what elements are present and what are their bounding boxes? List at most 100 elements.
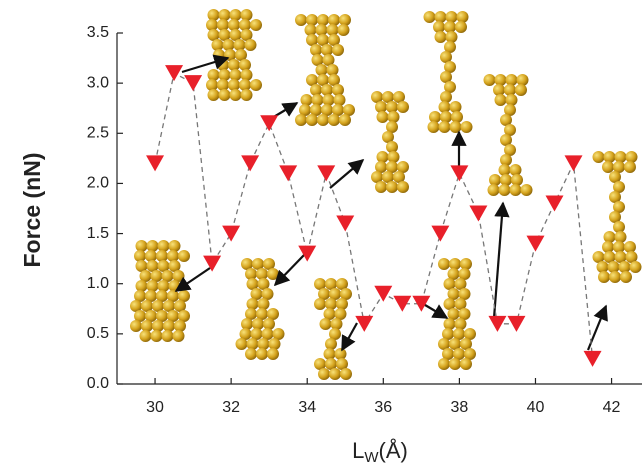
atom xyxy=(245,39,257,51)
atom xyxy=(397,181,409,193)
atom xyxy=(488,184,500,196)
atom xyxy=(306,114,318,126)
atom xyxy=(450,121,462,133)
atom xyxy=(593,151,605,163)
arrow xyxy=(494,203,503,318)
atom xyxy=(328,114,340,126)
atom xyxy=(320,318,332,330)
atom xyxy=(151,330,163,342)
atom xyxy=(236,338,248,350)
atom xyxy=(397,101,409,113)
x-tick-label: 30 xyxy=(146,399,164,416)
atom xyxy=(449,358,461,370)
atom xyxy=(230,89,242,101)
y-tick-label: 0.0 xyxy=(87,375,109,392)
atom xyxy=(386,181,398,193)
x-axis-title: LW(Å) xyxy=(352,438,408,466)
y-axis-title: Force (nN) xyxy=(19,153,45,268)
atom xyxy=(515,84,527,96)
atom xyxy=(267,268,279,280)
marker xyxy=(469,206,487,222)
marker xyxy=(317,165,335,181)
atom xyxy=(340,368,352,380)
atom xyxy=(256,348,268,360)
marker xyxy=(431,226,449,242)
x-title-sub: W xyxy=(364,449,379,466)
atom xyxy=(495,94,507,106)
atom xyxy=(219,89,231,101)
marker xyxy=(584,351,602,367)
y-tick-label: 1.0 xyxy=(87,275,109,292)
series-line xyxy=(155,73,593,359)
y-tick-label: 2.0 xyxy=(87,175,109,192)
atom xyxy=(245,348,257,360)
chart: Force (nN) LW(Å) 0.0 0.5 1.0 1.5 2.0 2.5 3.0 3.… xyxy=(0,0,642,472)
atom xyxy=(598,271,610,283)
atom xyxy=(267,348,279,360)
y-tick-label: 2.5 xyxy=(87,125,109,142)
atom xyxy=(329,368,341,380)
marker xyxy=(450,165,468,181)
marker xyxy=(146,155,164,171)
atom xyxy=(375,181,387,193)
atom xyxy=(521,184,533,196)
atom xyxy=(130,320,142,332)
atom xyxy=(510,184,522,196)
atom xyxy=(620,271,632,283)
marker xyxy=(488,316,506,332)
y-tick-label: 1.5 xyxy=(87,225,109,242)
marker xyxy=(526,236,544,252)
atom xyxy=(460,358,472,370)
marker xyxy=(260,115,278,131)
atom xyxy=(332,44,344,56)
atom xyxy=(455,21,467,33)
marker xyxy=(165,65,183,81)
arrow xyxy=(275,254,305,285)
atom xyxy=(461,121,473,133)
atom xyxy=(173,330,185,342)
atom xyxy=(377,111,389,123)
marker xyxy=(507,316,525,332)
atom xyxy=(624,161,636,173)
atom xyxy=(295,114,307,126)
marker xyxy=(565,155,583,171)
atom xyxy=(178,250,190,262)
atom xyxy=(208,89,220,101)
x-title-main: L xyxy=(352,438,364,463)
atom xyxy=(499,184,511,196)
arrow xyxy=(342,323,357,350)
x-tick-label: 36 xyxy=(374,399,392,416)
atom xyxy=(295,14,307,26)
arrow xyxy=(330,160,363,188)
atom xyxy=(428,121,440,133)
atom xyxy=(435,31,447,43)
atom xyxy=(250,79,262,91)
atom xyxy=(250,19,262,31)
x-tick-label: 42 xyxy=(603,399,621,416)
marker xyxy=(336,216,354,232)
atom xyxy=(484,74,496,86)
atom xyxy=(630,261,642,273)
marker xyxy=(203,256,221,272)
atom xyxy=(314,298,326,310)
atom xyxy=(338,24,350,36)
atom xyxy=(162,330,174,342)
x-tick-label: 34 xyxy=(298,399,316,416)
marker xyxy=(355,316,373,332)
marker xyxy=(279,165,297,181)
x-title-unit: (Å) xyxy=(379,438,408,463)
marker xyxy=(374,286,392,302)
atom xyxy=(609,271,621,283)
atom xyxy=(140,330,152,342)
y-tick-label: 0.5 xyxy=(87,325,109,342)
x-tick-label: 32 xyxy=(222,399,240,416)
atom xyxy=(424,11,436,23)
marker xyxy=(546,195,564,211)
y-tick-label: 3.0 xyxy=(87,74,109,91)
marker xyxy=(184,75,202,91)
atom xyxy=(438,258,450,270)
marker xyxy=(222,226,240,242)
y-tick-label: 3.5 xyxy=(87,24,109,41)
atom xyxy=(439,121,451,133)
x-tick-label: 40 xyxy=(527,399,545,416)
